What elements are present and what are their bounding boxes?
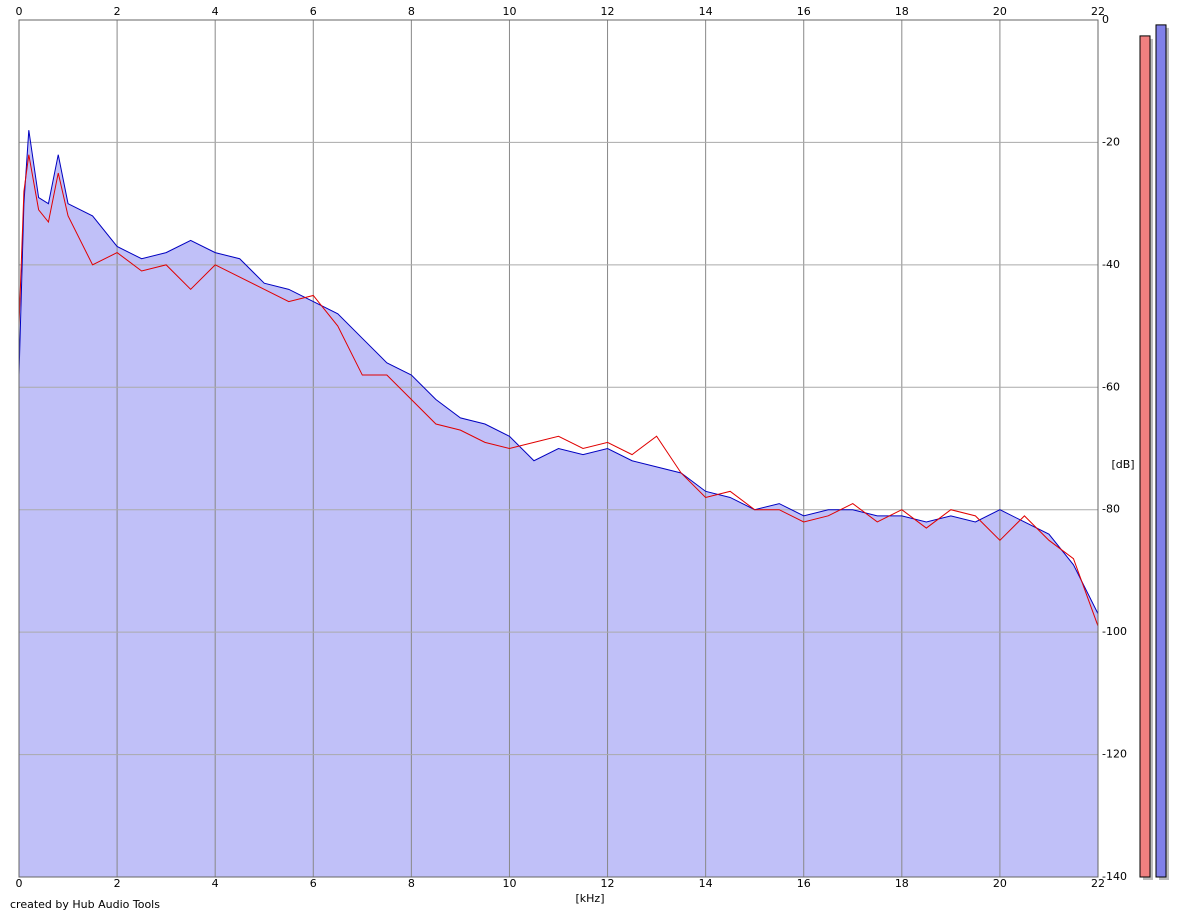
y-tick-label: -100 <box>1102 625 1127 638</box>
x-tick-label: 8 <box>408 877 415 890</box>
y-tick-label: -120 <box>1102 748 1127 761</box>
level-meter <box>1155 24 1167 878</box>
x-tick-label-top: 2 <box>114 5 121 18</box>
x-tick-label: 4 <box>212 877 219 890</box>
x-tick-label: 18 <box>895 877 909 890</box>
y-tick-label: -20 <box>1102 135 1120 148</box>
x-tick-label: 6 <box>310 877 317 890</box>
x-tick-label: 22 <box>1091 877 1105 890</box>
x-tick-label-top: 16 <box>797 5 811 18</box>
x-tick-label: 16 <box>797 877 811 890</box>
x-tick-label: 14 <box>699 877 713 890</box>
level-meter <box>1139 35 1151 878</box>
x-tick-label-top: 18 <box>895 5 909 18</box>
y-axis-label: [dB] <box>1111 458 1134 471</box>
y-tick-label: -60 <box>1102 380 1120 393</box>
x-tick-label-top: 8 <box>408 5 415 18</box>
x-tick-label-top: 22 <box>1091 5 1105 18</box>
y-tick-label: 0 <box>1102 13 1109 26</box>
x-tick-label: 0 <box>16 877 23 890</box>
x-tick-label-top: 10 <box>502 5 516 18</box>
plot-frame <box>18 19 1099 878</box>
spectrum-line <box>18 154 1099 627</box>
x-tick-label: 12 <box>601 877 615 890</box>
y-tick-label: -80 <box>1102 503 1120 516</box>
x-tick-label-top: 14 <box>699 5 713 18</box>
x-axis-label: [kHz] <box>576 892 605 905</box>
spectrum-line <box>18 130 1099 615</box>
footer: created by Hub Audio Tools <box>10 898 160 911</box>
y-tick-label: -40 <box>1102 258 1120 271</box>
x-tick-label-top: 0 <box>16 5 23 18</box>
x-tick-label-top: 20 <box>993 5 1007 18</box>
x-tick-label-top: 4 <box>212 5 219 18</box>
x-tick-label: 2 <box>114 877 121 890</box>
x-tick-label: 10 <box>502 877 516 890</box>
area-fill <box>19 130 1098 877</box>
x-tick-label: 20 <box>993 877 1007 890</box>
x-tick-label-top: 6 <box>310 5 317 18</box>
y-tick-label: -140 <box>1102 870 1127 883</box>
x-tick-label-top: 12 <box>601 5 615 18</box>
